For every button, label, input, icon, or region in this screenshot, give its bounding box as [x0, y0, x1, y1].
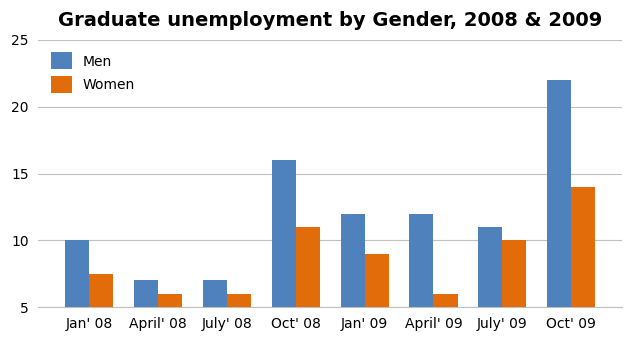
- Bar: [272, 160, 296, 342]
- Bar: [547, 80, 571, 342]
- Bar: [434, 294, 458, 342]
- Bar: [410, 214, 434, 342]
- Bar: [65, 240, 89, 342]
- Bar: [571, 187, 596, 342]
- Bar: [365, 254, 389, 342]
- Bar: [134, 280, 158, 342]
- Title: Graduate unemployment by Gender, 2008 & 2009: Graduate unemployment by Gender, 2008 & …: [58, 11, 602, 30]
- Bar: [227, 294, 251, 342]
- Bar: [503, 240, 527, 342]
- Bar: [203, 280, 227, 342]
- Bar: [296, 227, 320, 342]
- Legend: Men, Women: Men, Women: [46, 47, 141, 99]
- Bar: [89, 274, 113, 342]
- Bar: [158, 294, 182, 342]
- Bar: [479, 227, 503, 342]
- Bar: [341, 214, 365, 342]
